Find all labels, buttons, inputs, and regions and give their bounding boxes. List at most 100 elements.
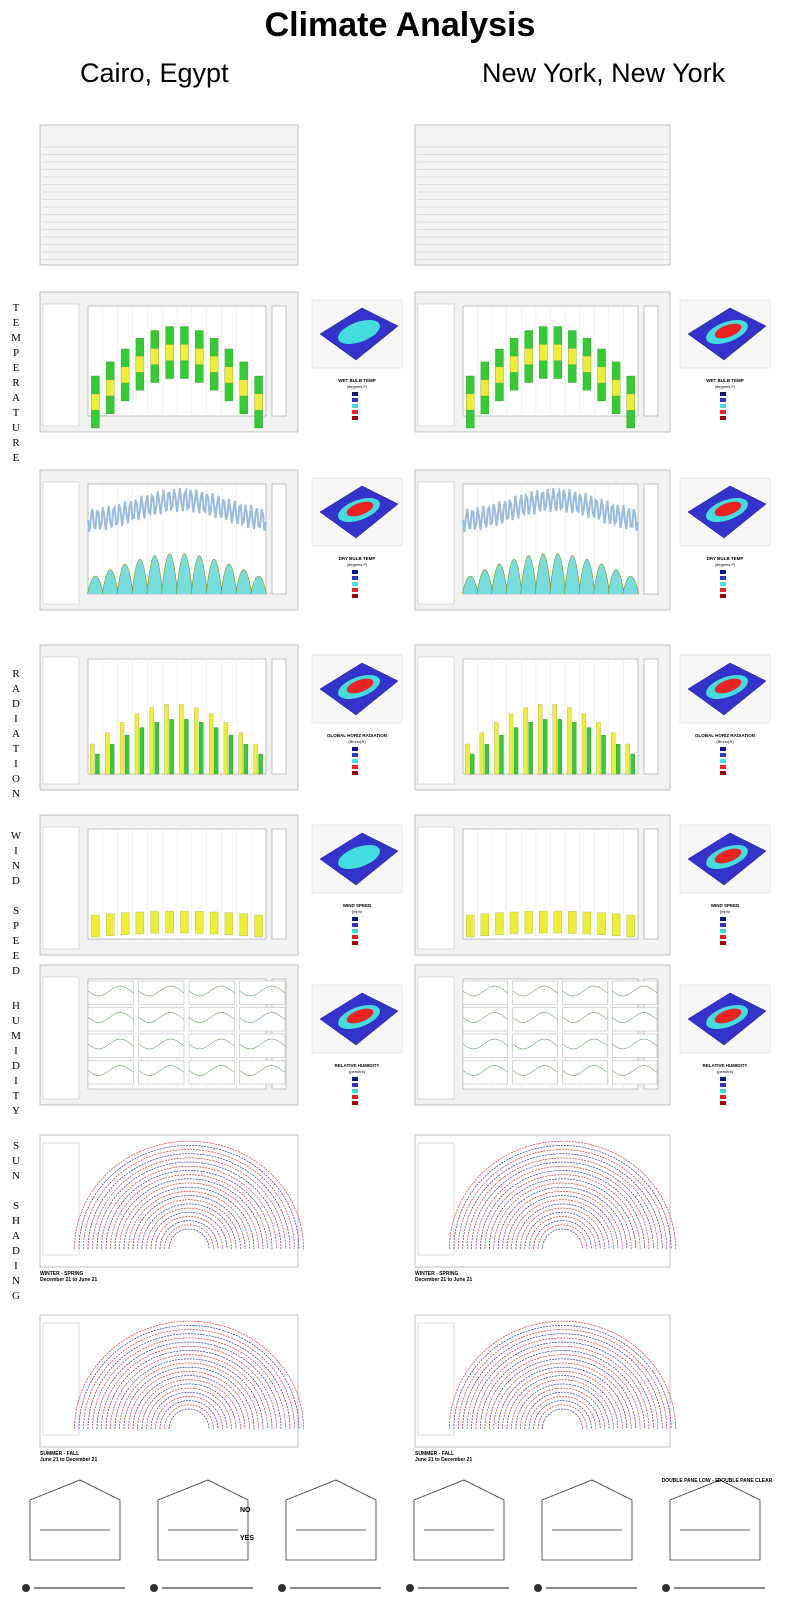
mini-chart bbox=[612, 980, 658, 1005]
mini-curve bbox=[462, 1038, 508, 1050]
sun-path bbox=[83, 1149, 295, 1250]
sun-path bbox=[114, 1178, 264, 1250]
comfort-bar bbox=[480, 379, 490, 397]
sun-path bbox=[159, 1220, 219, 1250]
sun-path bbox=[74, 1140, 304, 1250]
diurnal-curve bbox=[250, 575, 267, 595]
sun-path bbox=[141, 1203, 237, 1250]
wind-bar bbox=[106, 913, 115, 937]
sun-path bbox=[150, 1211, 228, 1250]
legend-swatch bbox=[720, 759, 726, 763]
wind-bar bbox=[553, 910, 562, 934]
legend-swatch bbox=[352, 588, 358, 592]
mini-chart bbox=[512, 1060, 558, 1085]
mini-chart bbox=[612, 1007, 658, 1032]
legend-box bbox=[42, 481, 80, 605]
rad-bar bbox=[243, 743, 248, 775]
rad-bar bbox=[149, 707, 154, 775]
wind-bar bbox=[509, 911, 519, 935]
diurnal-curve bbox=[622, 575, 640, 595]
surface-units: (Btu/sq.ft) bbox=[716, 739, 734, 744]
legend-box bbox=[417, 976, 455, 1100]
mini-chart bbox=[239, 1007, 286, 1032]
diagram-sketch bbox=[29, 1479, 121, 1561]
strategy-diagram bbox=[531, 1474, 643, 1576]
legend-swatch bbox=[720, 1077, 726, 1081]
sun-path bbox=[533, 1220, 592, 1250]
legend-swatch bbox=[352, 753, 358, 757]
summary-table bbox=[414, 124, 671, 266]
diurnal-curve bbox=[476, 569, 494, 595]
legend-swatch bbox=[720, 398, 726, 402]
annual-box bbox=[643, 828, 659, 940]
sun-path bbox=[92, 1337, 286, 1430]
mini-chart bbox=[562, 980, 608, 1005]
mini-curve bbox=[562, 1065, 608, 1076]
rad-bar bbox=[625, 743, 630, 775]
rad-bar bbox=[208, 713, 214, 775]
mini-chart bbox=[512, 1033, 558, 1058]
sun-path bbox=[475, 1166, 650, 1250]
legend-swatch bbox=[352, 1095, 358, 1099]
wind-bar bbox=[480, 913, 490, 937]
surface-units: (degrees F) bbox=[715, 562, 736, 567]
surface-peak bbox=[346, 501, 374, 517]
sun-path bbox=[101, 1345, 277, 1430]
rad-bar bbox=[630, 753, 635, 775]
legend-swatch bbox=[352, 941, 358, 945]
diurnal-curve bbox=[205, 558, 223, 595]
surface-peak bbox=[714, 678, 742, 694]
rad-bar bbox=[194, 707, 199, 775]
mini-curve bbox=[612, 1012, 658, 1023]
surface-title: WET BULB TEMP bbox=[338, 378, 376, 383]
diurnal-curve bbox=[505, 558, 523, 595]
diurnal-curve bbox=[235, 569, 253, 595]
mini-curve bbox=[462, 1012, 508, 1023]
legend-swatch bbox=[720, 765, 726, 769]
legend-box bbox=[417, 303, 455, 427]
surface-title: GLOBAL HORIZ RADIATION bbox=[327, 733, 387, 738]
wind-bar bbox=[91, 914, 100, 938]
legend-box bbox=[417, 1322, 455, 1436]
rad-bar bbox=[110, 743, 115, 775]
sun-path bbox=[471, 1341, 654, 1430]
legend-swatch bbox=[352, 759, 358, 763]
sun-path bbox=[137, 1199, 241, 1250]
shading-dates: June 21 to December 21 bbox=[40, 1457, 97, 1463]
surface-band bbox=[338, 844, 380, 870]
sun-path bbox=[101, 1165, 277, 1250]
mini-chart bbox=[462, 1033, 508, 1058]
surface-units: (percent) bbox=[717, 1069, 734, 1074]
sun-path bbox=[457, 1329, 668, 1430]
annual-box bbox=[643, 483, 659, 595]
mini-chart bbox=[188, 1007, 235, 1032]
shading-season: WINTER - SPRING bbox=[415, 1271, 458, 1277]
surface-peak bbox=[346, 1008, 374, 1024]
city-name: Cairo, Egypt bbox=[80, 58, 229, 88]
mini-chart bbox=[512, 1007, 558, 1032]
rad-bar bbox=[124, 734, 130, 775]
sun-path bbox=[110, 1354, 268, 1430]
rad-bar bbox=[134, 713, 140, 775]
sun-path bbox=[87, 1153, 291, 1250]
wind-bar bbox=[524, 911, 533, 934]
sun-path bbox=[475, 1346, 650, 1430]
mini-chart bbox=[239, 980, 286, 1005]
sun-path bbox=[515, 1383, 610, 1430]
legend-box bbox=[417, 481, 455, 605]
rad-bar bbox=[223, 722, 229, 775]
surface-units: (mph) bbox=[352, 909, 363, 914]
sun-path bbox=[150, 1391, 228, 1430]
surface-units: (Btu/sq.ft) bbox=[348, 739, 366, 744]
legend-swatch bbox=[352, 765, 358, 769]
annual-box bbox=[271, 305, 287, 417]
mini-curve bbox=[188, 1065, 235, 1076]
wind-bar bbox=[597, 912, 606, 935]
mini-curve bbox=[188, 1012, 235, 1023]
summary-table bbox=[39, 124, 299, 266]
mini-curve bbox=[562, 1012, 608, 1023]
legend-swatch bbox=[352, 929, 358, 933]
section-label: SUN SHADING bbox=[10, 1140, 22, 1305]
sun-path bbox=[449, 1320, 676, 1430]
